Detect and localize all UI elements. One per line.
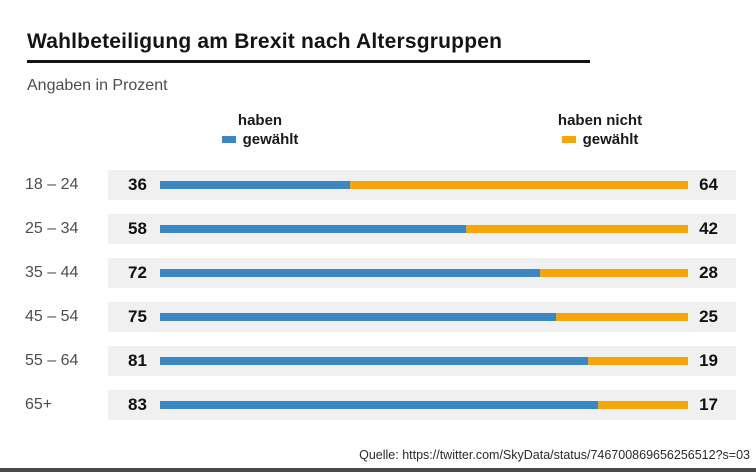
legend-not-voted-label: gewählt	[582, 131, 639, 148]
legend-item-not-voted: haben nicht gewählt	[525, 111, 675, 149]
voted-bar-segment	[160, 269, 541, 277]
not-voted-value-label: 64	[699, 175, 718, 194]
not-voted-bar-segment	[350, 181, 688, 189]
bar-track	[160, 401, 688, 409]
row-band: 58 42	[108, 214, 736, 244]
row-band: 75 25	[108, 302, 736, 332]
chart-row: 18 – 24 36 64	[0, 170, 756, 200]
title-underline	[27, 60, 590, 63]
voted-bar-segment	[160, 401, 599, 409]
age-group-label: 18 – 24	[25, 176, 79, 193]
voted-bar-segment	[160, 357, 588, 365]
voted-bar-segment	[160, 181, 351, 189]
legend-item-voted: haben gewählt	[185, 111, 335, 149]
not-voted-bar-segment	[540, 269, 688, 277]
bar-track	[160, 225, 688, 233]
chart-subtitle: Angaben in Prozent	[27, 77, 168, 94]
not-voted-value-label: 42	[699, 219, 718, 238]
source-text: Quelle: https://twitter.com/SkyData/stat…	[359, 448, 750, 462]
voted-value-label: 72	[128, 263, 147, 282]
not-voted-bar-segment	[587, 357, 688, 365]
legend-voted-line1: haben	[237, 112, 283, 129]
legend-voted-line2: gewählt	[185, 130, 335, 149]
row-band: 83 17	[108, 390, 736, 420]
not-voted-value-label: 25	[699, 307, 718, 326]
chart-legend: haben gewählt haben nicht gewählt	[0, 111, 756, 153]
voted-value-label: 81	[128, 351, 147, 370]
row-band: 72 28	[108, 258, 736, 288]
voted-value-label: 58	[128, 219, 147, 238]
chart-row: 35 – 44 72 28	[0, 258, 756, 288]
age-group-label: 55 – 64	[25, 352, 79, 369]
not-voted-value-label: 28	[699, 263, 718, 282]
chart-row: 65+ 83 17	[0, 390, 756, 420]
bottom-border	[0, 468, 756, 472]
not-voted-swatch-icon	[561, 135, 576, 143]
age-group-label: 45 – 54	[25, 308, 79, 325]
age-group-label: 35 – 44	[25, 264, 79, 281]
page-title: Wahlbeteiligung am Brexit nach Altersgru…	[27, 30, 503, 53]
bar-track	[160, 181, 688, 189]
voted-value-label: 36	[128, 175, 147, 194]
bar-track	[160, 269, 688, 277]
legend-not-voted-line2: gewählt	[525, 130, 675, 149]
legend-voted-label: gewählt	[242, 131, 299, 148]
chart-row: 55 – 64 81 19	[0, 346, 756, 376]
not-voted-value-label: 17	[699, 395, 718, 414]
voted-bar-segment	[160, 313, 556, 321]
voted-swatch-icon	[221, 135, 236, 143]
voted-bar-segment	[160, 225, 467, 233]
bar-track	[160, 357, 688, 365]
not-voted-bar-segment	[556, 313, 688, 321]
row-band: 81 19	[108, 346, 736, 376]
voted-value-label: 83	[128, 395, 147, 414]
not-voted-bar-segment	[466, 225, 688, 233]
legend-not-voted-line1: haben nicht	[557, 112, 643, 129]
voted-value-label: 75	[128, 307, 147, 326]
not-voted-bar-segment	[598, 401, 688, 409]
chart-rows: 18 – 24 36 64 25 – 34 58 42 35 – 44 72 28 45 – 54…	[0, 170, 756, 434]
chart-row: 45 – 54 75 25	[0, 302, 756, 332]
age-group-label: 65+	[25, 396, 53, 413]
chart-row: 25 – 34 58 42	[0, 214, 756, 244]
not-voted-value-label: 19	[699, 351, 718, 370]
age-group-label: 25 – 34	[25, 220, 79, 237]
row-band: 36 64	[108, 170, 736, 200]
bar-track	[160, 313, 688, 321]
